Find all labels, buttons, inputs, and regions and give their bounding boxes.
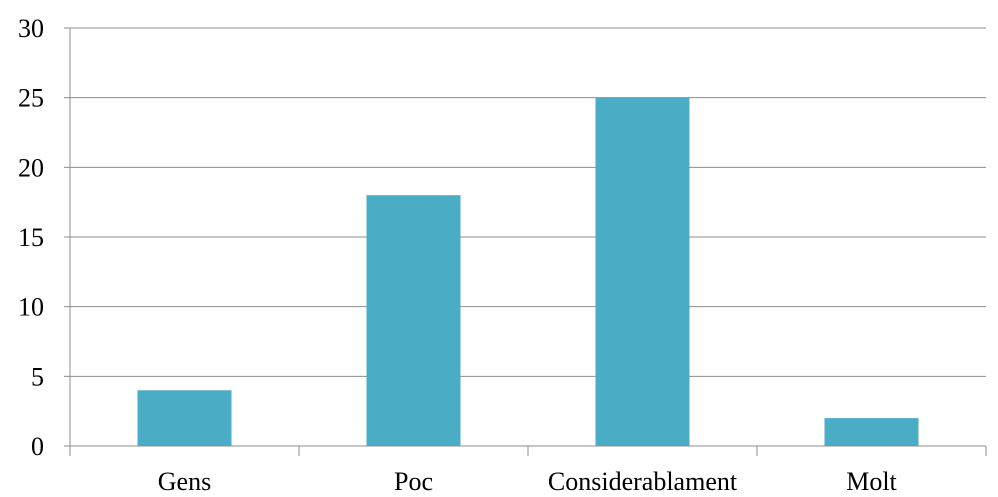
y-tick-label: 30 [18, 14, 44, 43]
bar-molt [824, 418, 919, 446]
x-tick-label: Considerablament [548, 467, 738, 496]
x-axis-tick-labels: Gens Poc Considerablament Molt [158, 467, 898, 496]
y-tick-label: 10 [18, 293, 44, 322]
x-tick-label: Gens [158, 467, 211, 496]
y-tick-label: 0 [31, 432, 44, 461]
bars [137, 97, 919, 447]
axes [64, 27, 987, 456]
x-tick-label: Poc [394, 467, 433, 496]
y-tick-label: 20 [18, 153, 44, 182]
y-axis-tick-labels: 0 5 10 15 20 25 30 [18, 14, 44, 461]
bar-poc [366, 195, 461, 446]
y-tick-label: 5 [31, 362, 44, 391]
bar-considerablament [595, 97, 690, 447]
gridlines [70, 27, 986, 377]
x-tick-label: Molt [846, 467, 897, 496]
y-tick-label: 25 [18, 84, 44, 113]
bar-gens [137, 390, 232, 446]
y-tick-label: 15 [18, 223, 44, 252]
